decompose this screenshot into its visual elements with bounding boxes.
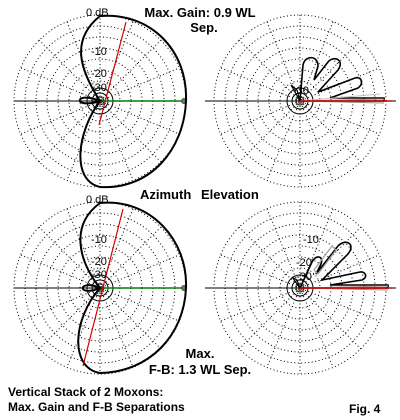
ring-label-20: -20 [91,68,107,80]
figure-number: Fig. 4 [349,402,381,416]
label-elevation: Elevation [201,187,259,202]
ring-label-0db-b: 0 dB [86,194,109,206]
top-title-line2: Sep. [190,20,217,35]
caption-line2: Max. Gain and F-B Separations [8,400,185,414]
elev-ring-label-30: -30 [293,85,309,97]
ring-label-30-b: -30 [91,269,107,281]
ring-labels-bottom-left: 0 dB -10 -20 -30 [86,194,109,281]
ring-label-30: -30 [91,82,107,94]
ring-label-10-b: -10 [91,234,107,246]
elevation-plot-top: -30 [205,14,396,188]
ring-labels-top-left: 0 dB -10 -20 -30 [86,7,109,94]
azimuth-plot-top: 0 dB -10 -20 -30 [13,7,188,189]
bottom-title-line2: F-B: 1.3 WL Sep. [149,362,251,377]
elevation-plot-bottom: -10 -20 -30 [205,201,396,375]
azimuth-plot-bottom: 0 dB -10 -20 -30 [13,194,188,375]
bottom-title-line1: Max. [186,346,215,361]
top-title-line1: Max. Gain: 0.9 WL [144,5,255,20]
elev-ring-label-20-b: -20 [296,257,312,269]
ring-label-20-b: -20 [91,256,107,268]
ring-label-0db: 0 dB [86,7,109,19]
label-azimuth: Azimuth [140,187,191,202]
ring-label-10: -10 [91,46,107,58]
elev-ring-label-10-b: -10 [303,234,319,246]
caption-line1: Vertical Stack of 2 Moxons: [8,385,163,399]
elev-ring-label-30-b: -30 [296,271,312,283]
